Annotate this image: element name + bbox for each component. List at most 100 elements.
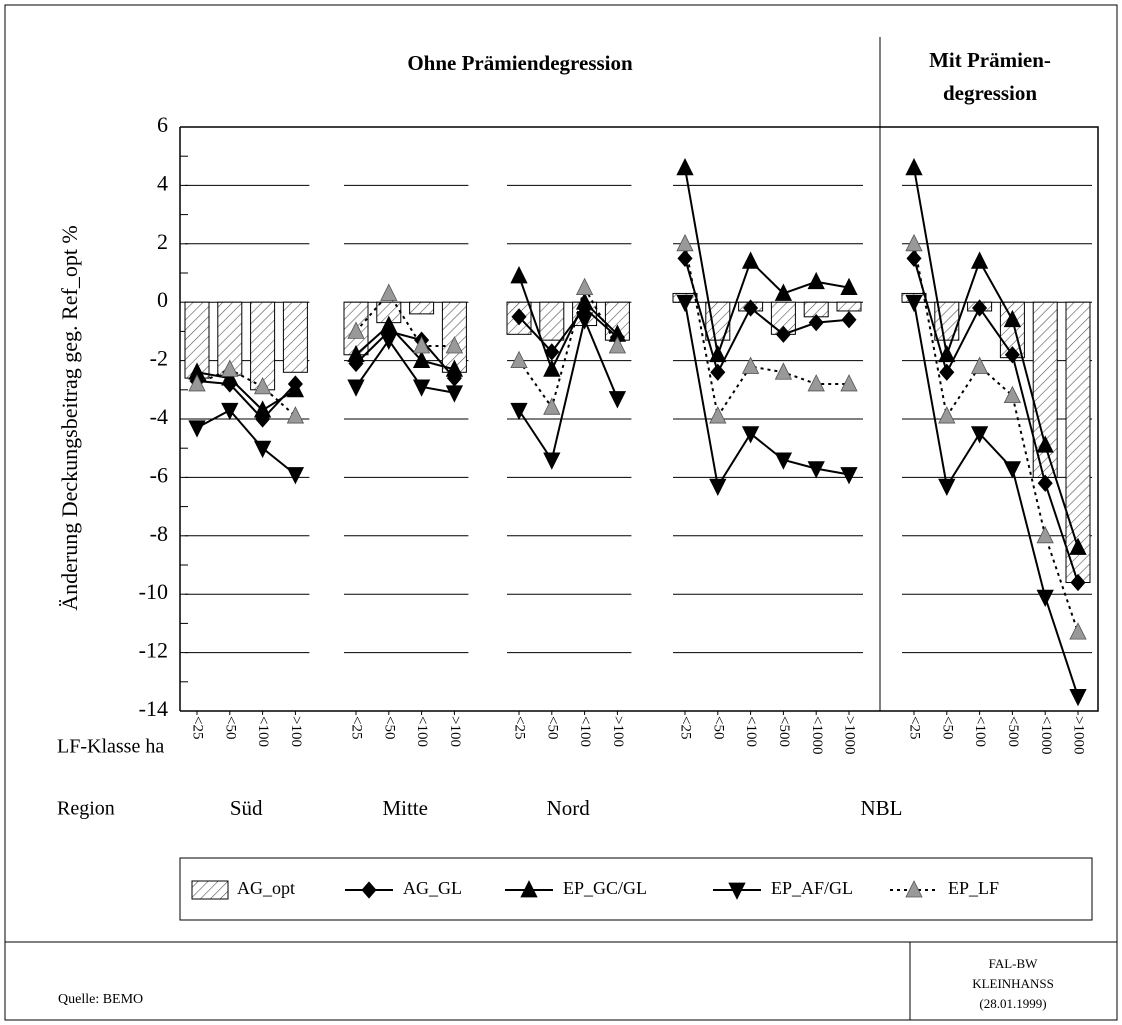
point — [1069, 622, 1087, 640]
point — [676, 294, 694, 313]
point — [774, 452, 793, 470]
series-line — [684, 243, 849, 419]
series-line — [518, 284, 619, 410]
x-tick-label: >100 — [447, 716, 463, 747]
point — [677, 249, 693, 268]
x-tick-label: <500 — [1005, 716, 1021, 747]
point — [906, 249, 922, 268]
point — [807, 461, 825, 479]
point — [575, 312, 594, 330]
point — [608, 336, 627, 354]
y-tick-label: -4 — [150, 404, 168, 429]
x-tick-label: <25 — [907, 716, 923, 739]
point — [741, 426, 760, 444]
x-tick-label: <50 — [939, 716, 955, 739]
series-line — [684, 167, 850, 359]
legend-marker — [905, 880, 923, 898]
x-tick-label: <100 — [743, 716, 759, 747]
footer-credit: FAL-BW — [989, 956, 1039, 971]
x-tick-label: <25 — [349, 716, 365, 739]
series-line — [355, 338, 455, 394]
point — [347, 321, 365, 339]
point — [709, 406, 727, 424]
plot-frame — [180, 126, 1099, 712]
legend-box — [179, 857, 1093, 921]
point — [840, 374, 858, 392]
y-tick-label: 2 — [157, 229, 168, 254]
x-tick-label: <25 — [190, 716, 206, 739]
point — [188, 374, 206, 392]
series-line — [913, 258, 1079, 583]
y-tick-label: -12 — [139, 638, 168, 663]
y-tick-label: 6 — [157, 112, 168, 137]
x-tick-label: <50 — [381, 716, 397, 739]
legend-marker — [361, 881, 377, 899]
point — [905, 294, 923, 313]
point — [775, 325, 791, 343]
point — [709, 344, 727, 363]
point — [676, 233, 694, 252]
bar — [409, 301, 435, 315]
series-line — [913, 167, 1079, 548]
legend-label: EP_LF — [948, 878, 999, 898]
point — [347, 379, 365, 397]
bar — [539, 301, 565, 341]
x-tick-label: <100 — [255, 716, 271, 747]
point — [1069, 689, 1087, 707]
point — [575, 277, 594, 296]
point — [808, 314, 824, 332]
series-line — [196, 408, 297, 476]
point — [741, 356, 760, 374]
x-tick-label: <100 — [414, 716, 430, 747]
point — [543, 452, 561, 470]
bar — [836, 301, 862, 312]
point — [841, 311, 857, 329]
point — [253, 376, 272, 395]
point — [188, 420, 206, 438]
point — [939, 363, 955, 381]
series-line — [196, 371, 296, 412]
point — [253, 400, 272, 418]
point — [938, 344, 956, 363]
point — [510, 350, 528, 369]
point — [774, 283, 793, 301]
bar — [1065, 301, 1091, 584]
x-tick-label: <50 — [544, 716, 560, 739]
x-tick-label: <25 — [678, 716, 694, 739]
x-tick-label: <100 — [577, 716, 593, 747]
legend-marker — [728, 882, 746, 900]
y-tick-label: -14 — [139, 696, 168, 721]
point — [221, 359, 239, 377]
series-line — [196, 380, 297, 421]
point — [807, 271, 825, 290]
point — [807, 374, 825, 392]
bar — [282, 301, 308, 373]
point — [510, 402, 528, 421]
legend-swatch — [191, 880, 229, 900]
point — [380, 332, 398, 351]
x-tick-label: <1000 — [809, 716, 825, 754]
region-label: NBL — [861, 796, 903, 820]
point — [221, 402, 239, 421]
point — [380, 283, 398, 301]
point — [286, 467, 305, 485]
group-axis-label: Region — [57, 798, 115, 820]
point — [970, 251, 989, 269]
point — [938, 478, 956, 497]
point — [970, 426, 989, 444]
point — [905, 157, 923, 176]
footer-credit: (28.01.1999) — [979, 996, 1046, 1011]
series-line — [518, 316, 619, 463]
x-tick-label: <1000 — [1038, 716, 1054, 754]
legend-label: EP_GC/GL — [563, 878, 647, 898]
footer-source: Quelle: BEMO — [58, 992, 143, 1007]
region-label: Nord — [547, 796, 591, 820]
point — [543, 397, 561, 415]
point — [1037, 474, 1053, 492]
point — [445, 385, 464, 403]
point — [972, 299, 988, 317]
point — [1036, 435, 1054, 453]
point — [710, 363, 726, 381]
point — [380, 315, 398, 333]
